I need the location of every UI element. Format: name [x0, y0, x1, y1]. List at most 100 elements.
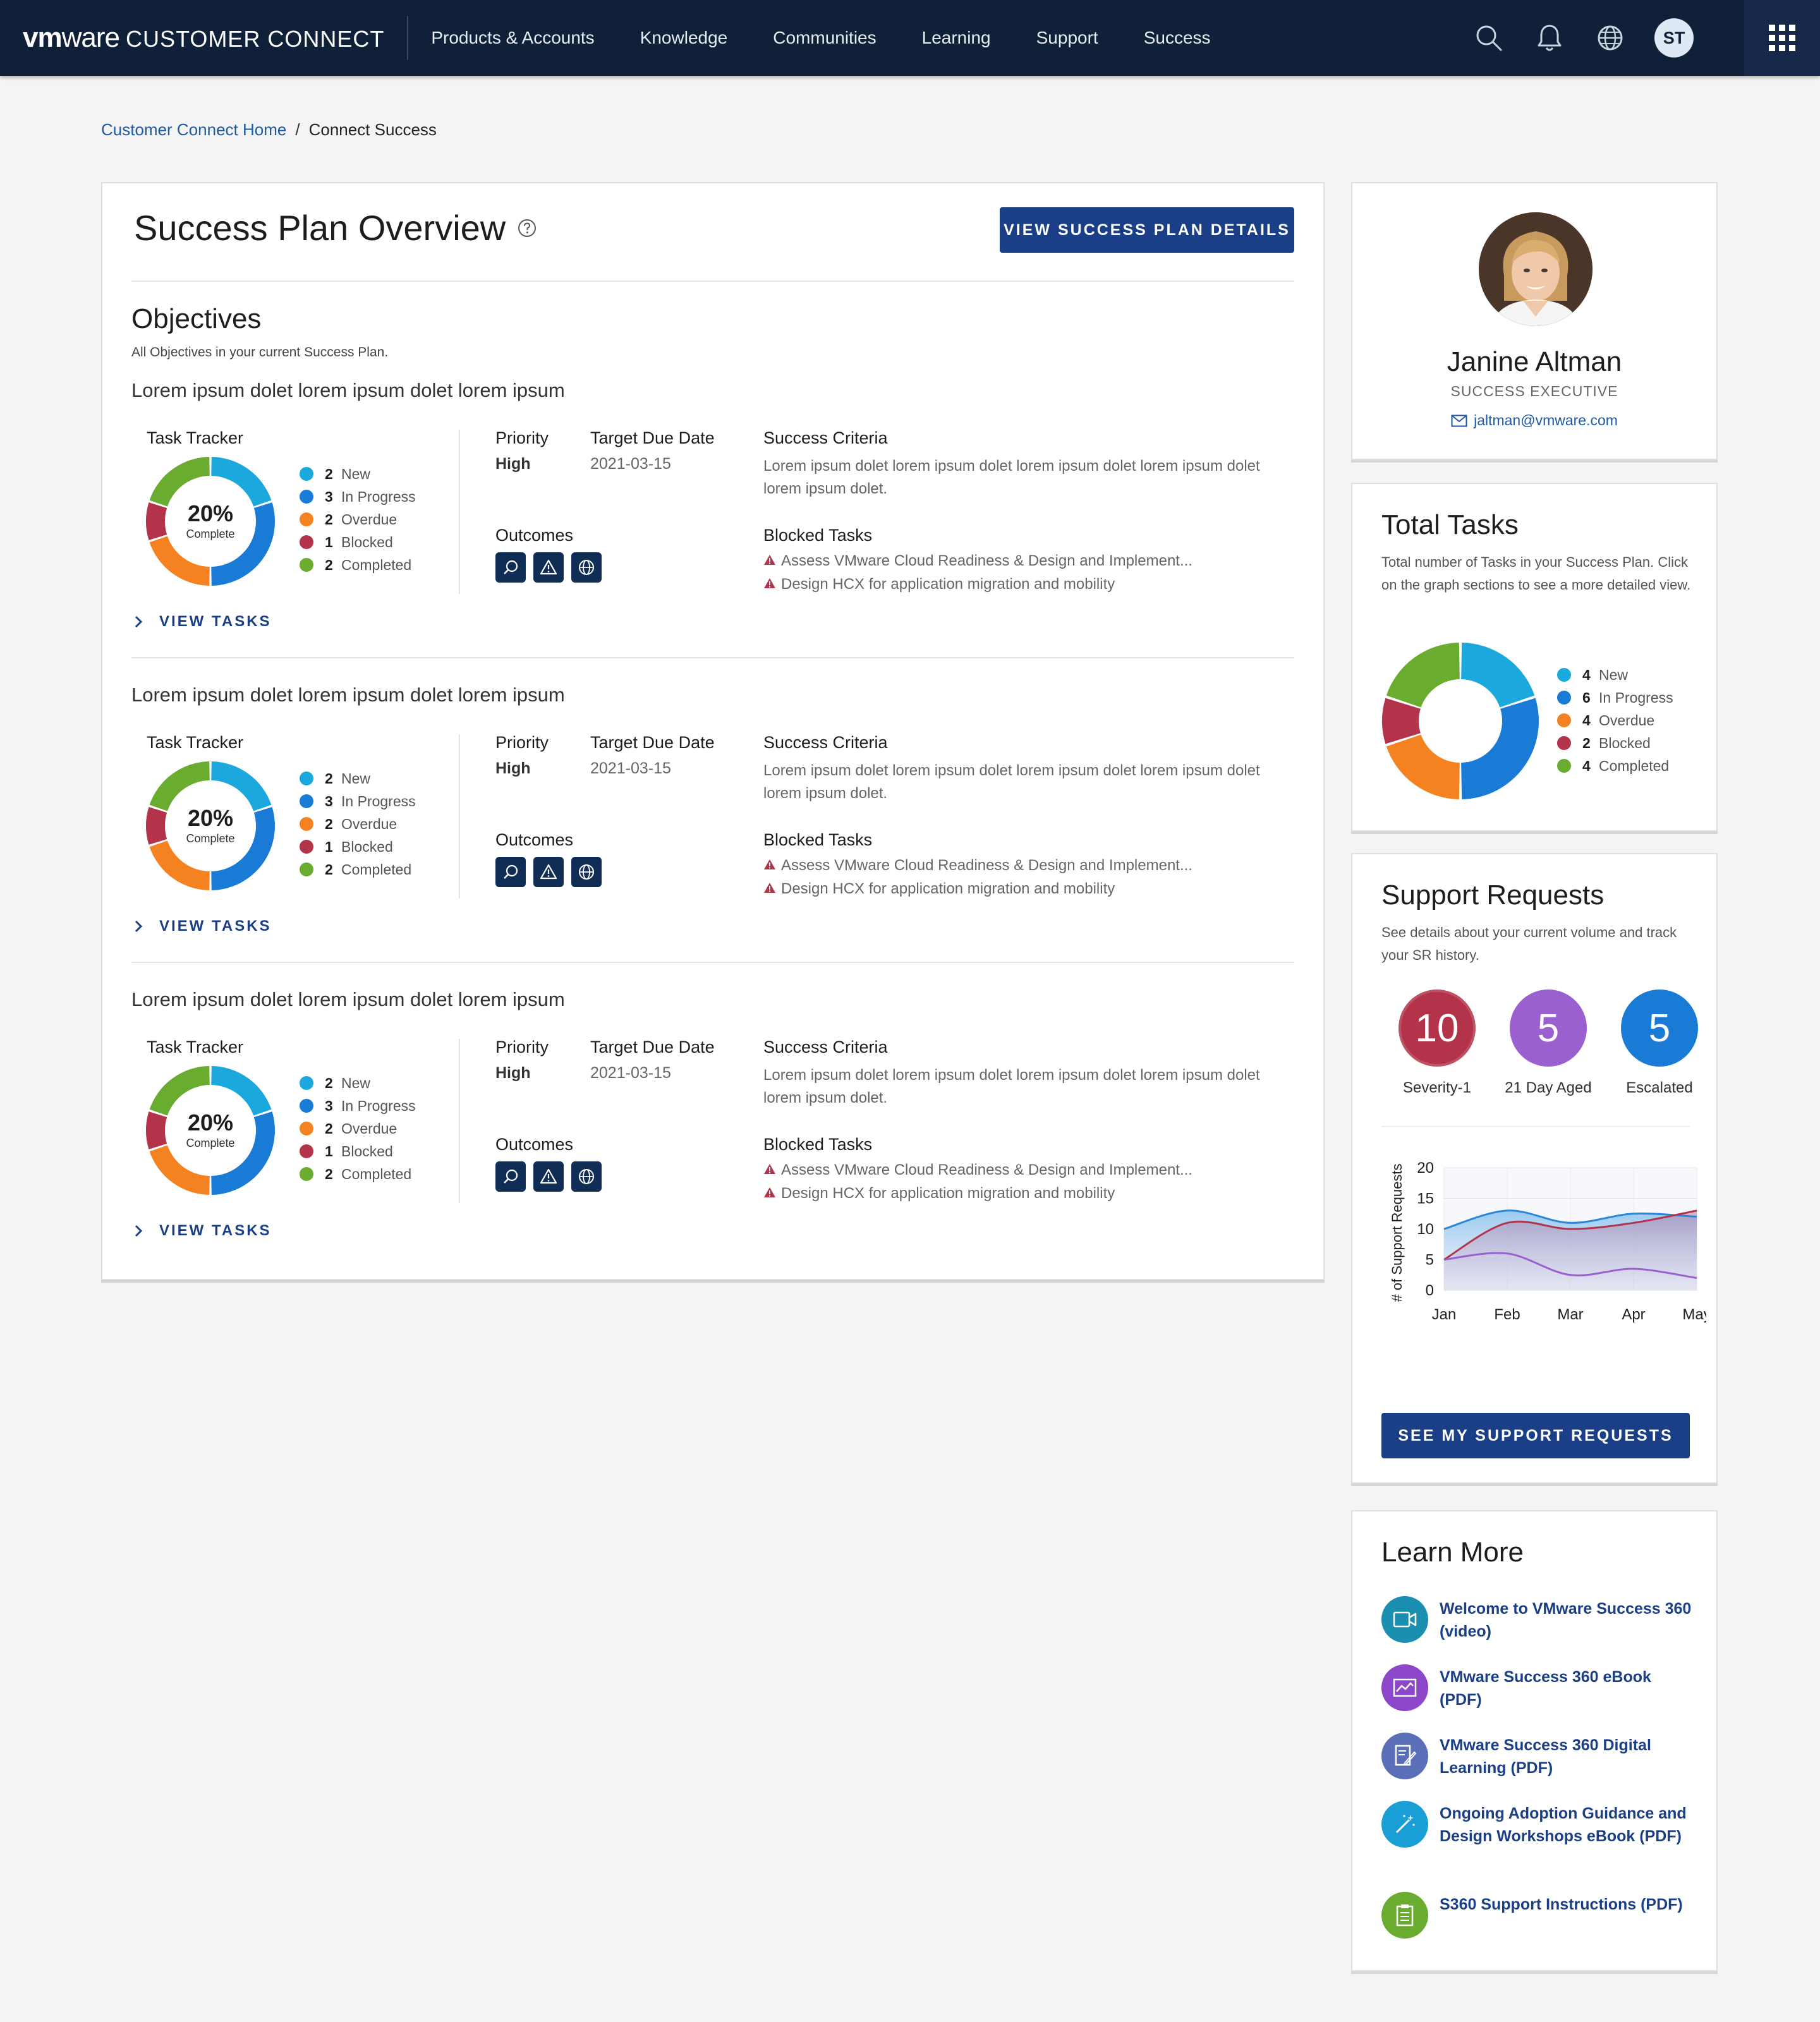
total-tasks-segment-blocked[interactable]: [1382, 698, 1421, 744]
legend-dot: [300, 1099, 313, 1113]
user-avatar[interactable]: ST: [1654, 18, 1694, 58]
outcome-icons: [495, 857, 609, 887]
blocked-task-link[interactable]: Assess VMware Cloud Readiness & Design a…: [763, 552, 1192, 570]
blocked-task-link[interactable]: Design HCX for application migration and…: [763, 1185, 1115, 1202]
legend-count: 3: [325, 1097, 333, 1114]
task-tracker-segment-in-progress[interactable]: [211, 807, 275, 890]
nav-success[interactable]: Success: [1143, 28, 1211, 47]
task-tracker-segment-new[interactable]: [211, 761, 272, 811]
breadcrumb-home-link[interactable]: Customer Connect Home: [101, 120, 287, 139]
task-tracker-segment-blocked[interactable]: [146, 1111, 167, 1149]
task-tracker-segment-blocked[interactable]: [146, 807, 167, 845]
learn-more-link[interactable]: Welcome to VMware Success 360 (video): [1381, 1596, 1692, 1643]
learn-more-link[interactable]: Ongoing Adoption Guidance and Design Wor…: [1381, 1801, 1692, 1848]
view-success-plan-details-button[interactable]: VIEW SUCCESS PLAN DETAILS: [1000, 207, 1294, 253]
search-outcome-icon[interactable]: [495, 1161, 526, 1192]
legend-item-completed[interactable]: 2 Completed: [300, 554, 416, 576]
legend-item-in-progress[interactable]: 3 In Progress: [300, 485, 416, 508]
warning-outcome-icon[interactable]: [533, 857, 564, 887]
learn-more-link[interactable]: VMware Success 360 eBook (PDF): [1381, 1664, 1692, 1711]
divider: [131, 962, 1294, 963]
task-tracker-segment-overdue[interactable]: [149, 536, 210, 586]
warning-outcome-icon[interactable]: [533, 552, 564, 583]
total-tasks-segment-new[interactable]: [1461, 643, 1535, 708]
total-tasks-legend: 4 New 6 In Progress 4 Overdue 2 Blocked 4 Complet…: [1557, 663, 1673, 777]
search-outcome-icon[interactable]: [495, 857, 526, 887]
nav-learning[interactable]: Learning: [921, 28, 991, 47]
total-tasks-segment-overdue[interactable]: [1386, 734, 1460, 799]
task-tracker-segment-new[interactable]: [211, 1066, 272, 1116]
globe-outcome-icon[interactable]: [571, 552, 602, 583]
nav-knowledge[interactable]: Knowledge: [640, 28, 728, 47]
nav-communities[interactable]: Communities: [773, 28, 877, 47]
legend-item-blocked[interactable]: 1 Blocked: [300, 835, 416, 858]
legend-item-in-progress[interactable]: 3 In Progress: [300, 1094, 416, 1117]
aged-badge[interactable]: 5: [1510, 990, 1587, 1067]
vmware-logo[interactable]: vm ware CUSTOMER CONNECT: [23, 22, 384, 54]
globe-outcome-icon[interactable]: [571, 857, 602, 887]
task-tracker-segment-completed[interactable]: [149, 1066, 210, 1116]
legend-item-overdue[interactable]: 4 Overdue: [1557, 709, 1673, 732]
legend-item-blocked[interactable]: 2 Blocked: [1557, 732, 1673, 754]
legend-item-completed[interactable]: 2 Completed: [300, 858, 416, 881]
legend-count: 1: [325, 838, 333, 855]
legend-item-in-progress[interactable]: 6 In Progress: [1557, 686, 1673, 709]
legend-item-new[interactable]: 2 New: [300, 1072, 416, 1094]
legend-item-overdue[interactable]: 2 Overdue: [300, 508, 416, 531]
blocked-task-link[interactable]: Assess VMware Cloud Readiness & Design a…: [763, 857, 1192, 875]
task-tracker-segment-blocked[interactable]: [146, 502, 167, 540]
task-tracker-segment-in-progress[interactable]: [211, 1111, 275, 1195]
executive-email-link[interactable]: jaltman@vmware.com: [1352, 412, 1716, 429]
view-tasks-link[interactable]: VIEW TASKS: [134, 613, 272, 631]
legend-item-blocked[interactable]: 1 Blocked: [300, 1140, 416, 1163]
view-tasks-link[interactable]: VIEW TASKS: [134, 917, 272, 935]
legend-item-overdue[interactable]: 2 Overdue: [300, 813, 416, 835]
task-tracker-segment-new[interactable]: [211, 457, 272, 507]
nav-support[interactable]: Support: [1036, 28, 1098, 47]
series-line-2: [1443, 1252, 1697, 1280]
task-tracker-donut-chart[interactable]: [144, 760, 277, 892]
executive-photo: [1479, 212, 1592, 326]
escalated-badge[interactable]: 5: [1621, 990, 1698, 1067]
help-icon[interactable]: [517, 218, 537, 238]
legend-item-completed[interactable]: 2 Completed: [300, 1163, 416, 1185]
see-my-support-requests-button[interactable]: SEE MY SUPPORT REQUESTS: [1381, 1413, 1690, 1458]
search-icon[interactable]: [1472, 21, 1505, 54]
globe-outcome-icon[interactable]: [571, 1161, 602, 1192]
task-tracker-donut-chart[interactable]: [144, 455, 277, 588]
total-tasks-donut-chart[interactable]: [1381, 642, 1539, 800]
legend-item-in-progress[interactable]: 3 In Progress: [300, 790, 416, 813]
legend-item-overdue[interactable]: 2 Overdue: [300, 1117, 416, 1140]
bell-icon[interactable]: [1533, 21, 1566, 54]
globe-icon[interactable]: [1594, 21, 1627, 54]
blocked-task-link[interactable]: Design HCX for application migration and…: [763, 880, 1115, 898]
blocked-task-link[interactable]: Design HCX for application migration and…: [763, 576, 1115, 593]
task-tracker-segment-overdue[interactable]: [149, 1145, 210, 1195]
nav-products-accounts[interactable]: Products & Accounts: [431, 28, 595, 47]
task-tracker-donut-chart[interactable]: [144, 1064, 277, 1197]
legend-item-new[interactable]: 2 New: [300, 767, 416, 790]
total-tasks-segment-in-progress[interactable]: [1461, 698, 1539, 799]
severity-1-badge[interactable]: 10: [1398, 990, 1476, 1067]
app-launcher-icon[interactable]: [1744, 0, 1820, 76]
outcome-icons: [495, 1161, 609, 1192]
task-tracker-segment-in-progress[interactable]: [211, 502, 275, 586]
task-tracker-segment-completed[interactable]: [149, 457, 210, 507]
legend-item-new[interactable]: 2 New: [300, 463, 416, 485]
task-tracker-segment-overdue[interactable]: [149, 840, 210, 890]
legend-item-blocked[interactable]: 1 Blocked: [300, 531, 416, 554]
total-tasks-card: Total Tasks Total number of Tasks in you…: [1351, 483, 1718, 832]
legend-item-new[interactable]: 4 New: [1557, 663, 1673, 686]
search-outcome-icon[interactable]: [495, 552, 526, 583]
legend-label: Overdue: [341, 511, 397, 528]
target-due-date-label: Target Due Date: [590, 428, 715, 447]
learn-more-link[interactable]: S360 Support Instructions (PDF): [1381, 1892, 1692, 1939]
blocked-task-link[interactable]: Assess VMware Cloud Readiness & Design a…: [763, 1161, 1192, 1179]
view-tasks-link[interactable]: VIEW TASKS: [134, 1222, 272, 1240]
learn-more-link-label: VMware Success 360 Digital Learning (PDF…: [1440, 1736, 1651, 1777]
legend-item-completed[interactable]: 4 Completed: [1557, 754, 1673, 777]
warning-outcome-icon[interactable]: [533, 1161, 564, 1192]
total-tasks-segment-completed[interactable]: [1386, 643, 1460, 708]
learn-more-link[interactable]: VMware Success 360 Digital Learning (PDF…: [1381, 1733, 1692, 1779]
task-tracker-segment-completed[interactable]: [149, 761, 210, 811]
